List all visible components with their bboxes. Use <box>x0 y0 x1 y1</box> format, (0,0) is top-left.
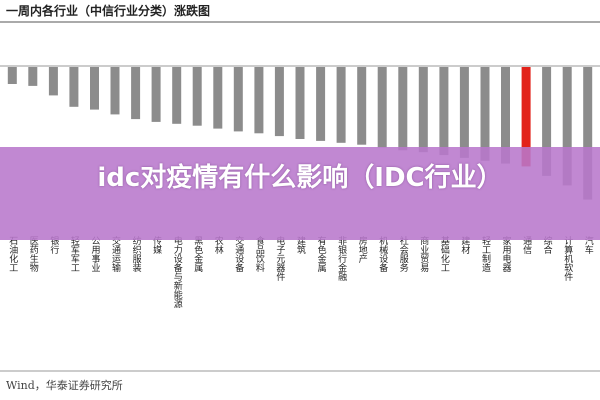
bar-5 <box>90 67 99 110</box>
bar-17 <box>336 67 346 143</box>
x-tick-label: 房地产 <box>357 235 368 264</box>
x-tick-label: 机械设备 <box>377 235 388 272</box>
bar-26 <box>521 67 531 167</box>
x-tick-label: 社会服务 <box>398 235 409 273</box>
bar-7 <box>131 67 141 120</box>
bar-29 <box>583 67 593 200</box>
bar-9 <box>172 67 182 124</box>
x-tick-label: 计算机软件 <box>562 235 573 282</box>
bar-14 <box>274 67 284 137</box>
bar-10 <box>192 67 202 126</box>
x-tick-label: 黑色金属 <box>192 236 203 273</box>
source-note: Wind，华泰证券研究所 <box>6 379 123 392</box>
x-tick-label: 商业贸易 <box>418 235 429 273</box>
x-tick-label: 综合 <box>542 235 553 255</box>
bar-19 <box>377 67 387 148</box>
x-tick-label: 基础化工 <box>439 235 450 272</box>
x-tick-label: 农林 <box>213 235 224 255</box>
x-tick-label: 食品饮料 <box>254 235 265 273</box>
bar-8 <box>151 67 161 122</box>
x-tick-label: 建材 <box>459 235 470 254</box>
x-tick-label: 电力设备与新能源 <box>172 235 183 309</box>
x-tick-label: 交通设备 <box>233 235 244 272</box>
x-tick-label: 石油化工 <box>7 236 17 272</box>
bar-11 <box>213 67 223 129</box>
x-tick-label: 有色金属 <box>316 235 327 273</box>
x-tick-label: 医药生物 <box>28 236 39 273</box>
x-tick-label: 纺织服装 <box>131 235 142 273</box>
x-tick-label: 轻工制造 <box>480 235 491 273</box>
overlay-banner <box>0 147 600 240</box>
bar-12 <box>233 67 243 132</box>
x-tick-label: 建筑 <box>295 235 306 255</box>
bar-15 <box>295 67 305 139</box>
chart-title: 一周内各行业（中信行业分类）涨跌图 <box>6 4 211 18</box>
bar-4 <box>69 67 79 107</box>
x-tick-label: 非银行金融 <box>336 235 347 282</box>
x-tick-label: 家用电器 <box>501 235 512 272</box>
x-tick-label: 电子元器件 <box>274 235 285 282</box>
bar-28 <box>562 67 572 186</box>
bar-1 <box>7 67 17 84</box>
x-tick-label: 公用事业 <box>90 236 101 272</box>
bar-23 <box>459 67 469 158</box>
x-tick-label: 银行 <box>48 235 59 255</box>
banner-text: idc对疫情有什么影响（IDC行业） <box>97 163 503 193</box>
bar-27 <box>542 67 552 176</box>
bar-21 <box>418 67 428 153</box>
bars-group <box>7 67 593 200</box>
bar-3 <box>48 67 58 96</box>
bar-20 <box>398 67 408 151</box>
bar-25 <box>501 67 510 164</box>
x-labels-group: 石油化工 医药生物 银行 轻军军工 公用事业 交通运输 纺织服装 传媒 电力设备与新能源 黑色金属… <box>7 235 593 309</box>
x-tick-label: 通信 <box>521 236 532 255</box>
bar-24 <box>480 67 490 161</box>
x-tick-label: 传媒 <box>151 235 162 255</box>
x-tick-label: 交通运输 <box>110 235 121 273</box>
bar-6 <box>110 67 120 115</box>
x-tick-label: 轻军军工 <box>69 235 80 272</box>
bar-16 <box>316 67 326 141</box>
bar-2 <box>28 67 38 86</box>
x-tick-label: 汽车 <box>583 235 594 255</box>
bar-22 <box>439 67 449 156</box>
bar-18 <box>357 67 367 145</box>
bar-13 <box>254 67 264 134</box>
